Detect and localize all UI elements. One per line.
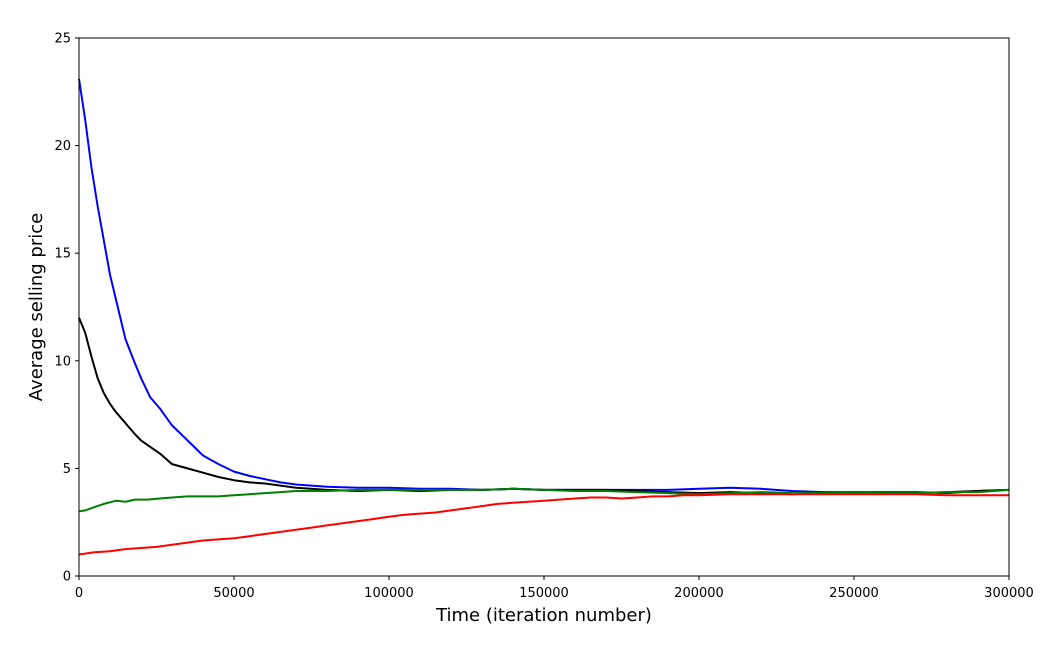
- x-tick-label-3: 150000: [519, 586, 569, 601]
- y-tick-label-5: 25: [54, 32, 71, 47]
- y-tick-label-1: 5: [63, 462, 71, 477]
- x-tick-label-5: 250000: [829, 586, 879, 601]
- x-tick-label-1: 50000: [213, 586, 254, 601]
- x-axis-ticks: 0 50000 100000 150000 200000 250000 300000: [75, 576, 1034, 601]
- x-axis-label: Time (iteration number): [435, 605, 652, 626]
- x-tick-label-0: 0: [75, 586, 83, 601]
- y-tick-label-4: 20: [54, 139, 71, 154]
- x-tick-label-4: 200000: [674, 586, 724, 601]
- y-tick-label-2: 10: [54, 354, 71, 369]
- y-axis-ticks: 0 5 10 15 20 25: [54, 32, 79, 585]
- y-axis-label: Average selling price: [26, 213, 47, 401]
- x-tick-label-2: 100000: [364, 586, 414, 601]
- series-layer: [78, 78, 1010, 556]
- series-line-3: [78, 493, 1009, 556]
- series-line-0: [78, 78, 1010, 495]
- y-tick-label-3: 15: [54, 247, 71, 262]
- series-line-2: [78, 487, 1010, 513]
- y-tick-label-0: 0: [63, 570, 71, 585]
- x-tick-label-6: 300000: [984, 586, 1034, 601]
